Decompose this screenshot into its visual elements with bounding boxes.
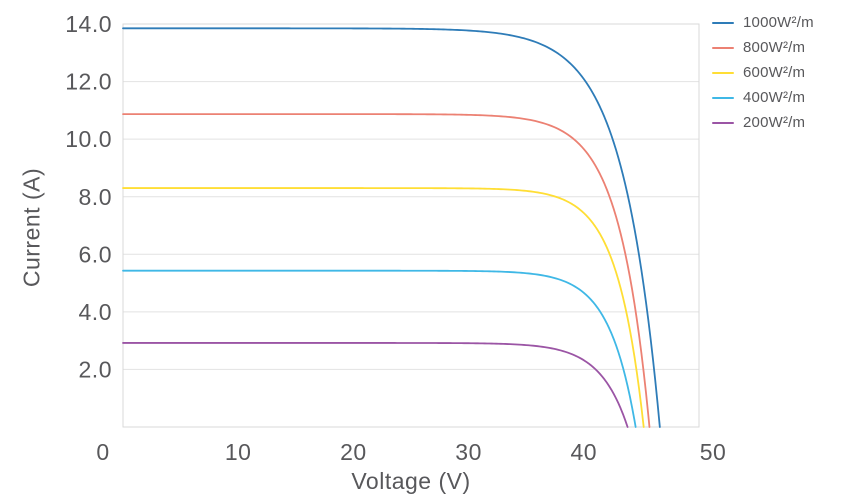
y-tick-label-6.0: 6.0 [79,241,112,267]
x-tick-label-0: 0 [96,439,109,465]
legend-swatch-icon [712,96,734,99]
y-tick-label-2.0: 2.0 [79,356,112,382]
legend-swatch-icon [712,21,734,24]
y-tick-label-12.0: 12.0 [65,69,112,95]
legend-label: 800W²/m [743,39,806,56]
y-axis-title: Current (A) [18,167,45,288]
legend-label: 1000W²/m [743,14,814,31]
legend: 1000W²/m 800W²/m 600W²/m 400W²/m 200W²/m [712,10,814,135]
x-tick-label-40: 40 [571,439,598,465]
y-tick-label-14.0: 14.0 [65,11,112,37]
curve-400W²/m [122,269,637,428]
legend-item-200W²/m: 200W²/m [712,110,814,135]
legend-swatch-icon [712,46,734,49]
legend-item-400W²/m: 400W²/m [712,85,814,110]
legend-swatch-icon [712,121,734,124]
y-tick-label-8.0: 8.0 [79,184,112,210]
x-axis-title: Voltage (V) [351,468,471,494]
y-tick-label-4.0: 4.0 [79,299,112,325]
legend-label: 200W²/m [743,114,806,131]
curve-800W²/m [122,113,651,428]
curve-200W²/m [122,342,629,428]
curve-1000W²/m [122,27,661,428]
x-tick-label-30: 30 [455,439,482,465]
legend-item-800W²/m: 800W²/m [712,35,814,60]
curve-600W²/m [122,187,645,428]
x-tick-label-10: 10 [225,439,252,465]
plot-border [122,23,700,428]
legend-swatch-icon [712,71,734,74]
legend-label: 600W²/m [743,64,806,81]
x-tick-label-20: 20 [340,439,367,465]
y-tick-label-10.0: 10.0 [65,126,112,152]
legend-item-1000W²/m: 1000W²/m [712,10,814,35]
legend-label: 400W²/m [743,89,806,106]
legend-item-600W²/m: 600W²/m [712,60,814,85]
x-tick-label-50: 50 [700,439,727,465]
